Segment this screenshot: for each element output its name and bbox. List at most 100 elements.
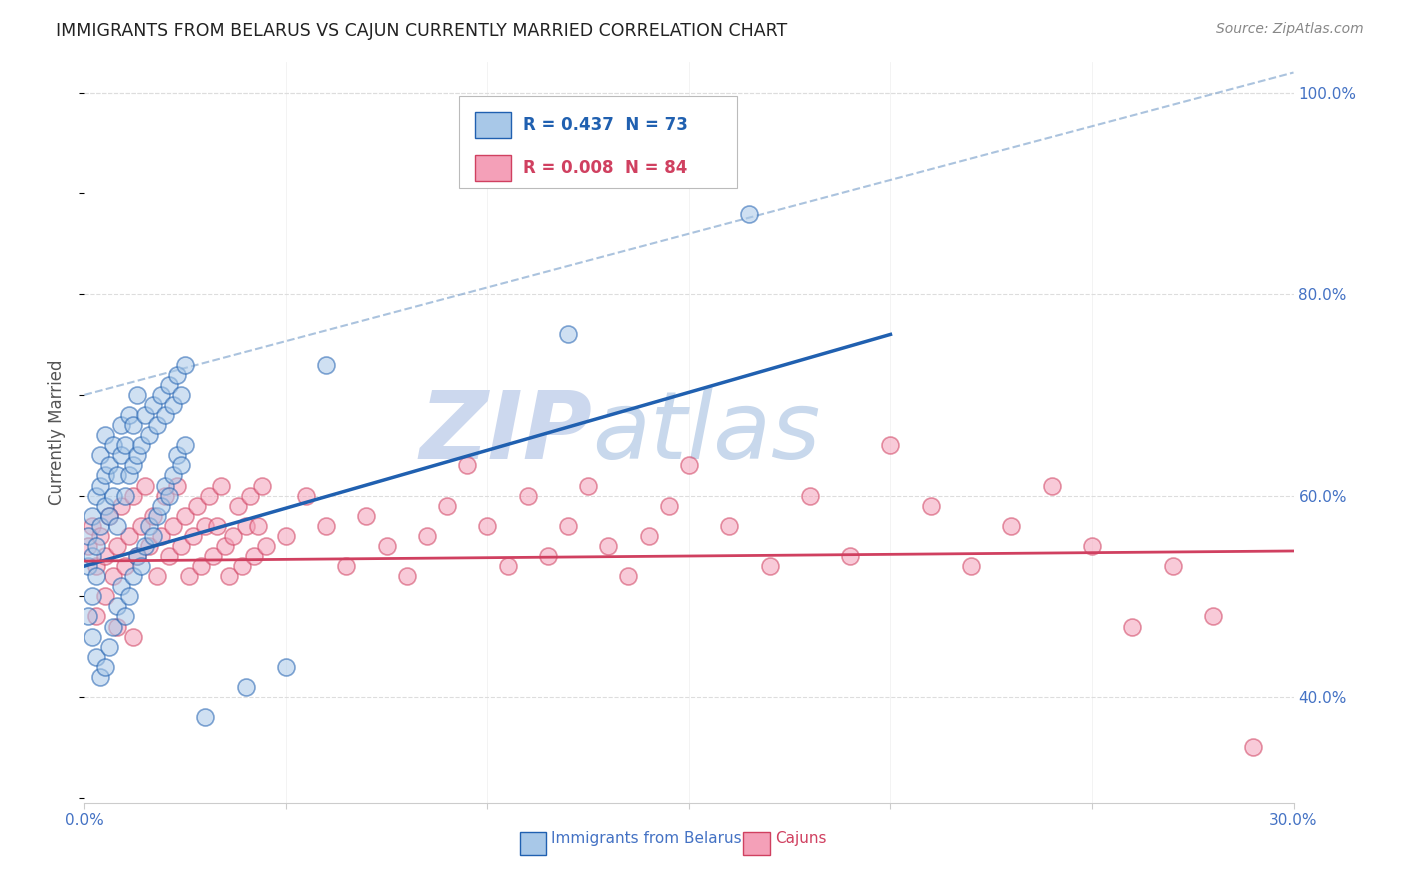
- Point: [105, 539, 128, 553]
- Point: [1040, 478, 1063, 492]
- Point: [118, 408, 141, 422]
- Text: Cajuns: Cajuns: [775, 830, 827, 846]
- Point: [77, 559, 100, 574]
- Point: [110, 579, 132, 593]
- Point: [658, 499, 681, 513]
- Point: [146, 508, 169, 523]
- Point: [114, 609, 136, 624]
- Bar: [475, 155, 512, 181]
- Point: [235, 518, 257, 533]
- Point: [121, 569, 143, 583]
- Point: [162, 518, 184, 533]
- Point: [118, 468, 141, 483]
- Point: [105, 599, 128, 614]
- Point: [162, 398, 184, 412]
- Point: [226, 499, 249, 513]
- Point: [105, 468, 128, 483]
- Point: [274, 660, 297, 674]
- Y-axis label: Currently Married: Currently Married: [48, 359, 66, 506]
- Point: [77, 529, 100, 543]
- Point: [557, 327, 579, 342]
- Point: [82, 549, 104, 563]
- Point: [86, 609, 108, 624]
- Text: ZIP: ZIP: [419, 386, 592, 479]
- Point: [110, 418, 132, 433]
- Point: [153, 478, 176, 492]
- Point: [231, 559, 253, 574]
- Point: [194, 518, 217, 533]
- Point: [134, 478, 156, 492]
- Point: [295, 489, 318, 503]
- Point: [678, 458, 700, 473]
- Point: [315, 518, 337, 533]
- Point: [181, 529, 204, 543]
- Point: [202, 549, 225, 563]
- Point: [246, 518, 269, 533]
- Point: [576, 478, 599, 492]
- Point: [157, 377, 180, 392]
- Point: [134, 408, 156, 422]
- Point: [477, 518, 499, 533]
- Point: [86, 559, 108, 574]
- Point: [89, 670, 111, 684]
- Point: [121, 630, 143, 644]
- Point: [166, 448, 188, 462]
- Point: [496, 559, 519, 574]
- Point: [637, 529, 659, 543]
- Point: [157, 489, 180, 503]
- Bar: [744, 832, 770, 855]
- Point: [758, 559, 780, 574]
- Point: [89, 448, 111, 462]
- Point: [170, 539, 193, 553]
- Point: [557, 518, 579, 533]
- Point: [190, 559, 212, 574]
- Point: [121, 458, 143, 473]
- Point: [142, 529, 165, 543]
- Point: [1202, 609, 1225, 624]
- Point: [89, 518, 111, 533]
- Point: [138, 428, 160, 442]
- Point: [82, 590, 104, 604]
- Point: [93, 549, 115, 563]
- Point: [149, 388, 172, 402]
- Point: [250, 478, 273, 492]
- Point: [214, 539, 236, 553]
- Point: [356, 508, 378, 523]
- Bar: [475, 112, 512, 138]
- Point: [101, 619, 124, 633]
- Point: [718, 518, 741, 533]
- Point: [114, 559, 136, 574]
- Point: [1161, 559, 1184, 574]
- Point: [149, 529, 172, 543]
- Point: [101, 489, 124, 503]
- Point: [375, 539, 398, 553]
- Point: [93, 590, 115, 604]
- Point: [516, 489, 538, 503]
- Point: [617, 569, 640, 583]
- Point: [105, 518, 128, 533]
- Point: [598, 539, 620, 553]
- Point: [395, 569, 418, 583]
- Point: [125, 388, 148, 402]
- Point: [125, 448, 148, 462]
- Point: [129, 559, 152, 574]
- Point: [1000, 518, 1022, 533]
- Point: [335, 559, 357, 574]
- Point: [166, 478, 188, 492]
- Point: [1241, 740, 1264, 755]
- Point: [118, 529, 141, 543]
- Point: [118, 590, 141, 604]
- Point: [254, 539, 277, 553]
- Point: [125, 549, 148, 563]
- Point: [1121, 619, 1143, 633]
- Point: [114, 489, 136, 503]
- Point: [436, 499, 458, 513]
- Point: [179, 569, 201, 583]
- Point: [93, 468, 115, 483]
- Point: [129, 518, 152, 533]
- Point: [121, 489, 143, 503]
- Point: [101, 569, 124, 583]
- Point: [105, 619, 128, 633]
- Point: [1081, 539, 1104, 553]
- Point: [207, 518, 229, 533]
